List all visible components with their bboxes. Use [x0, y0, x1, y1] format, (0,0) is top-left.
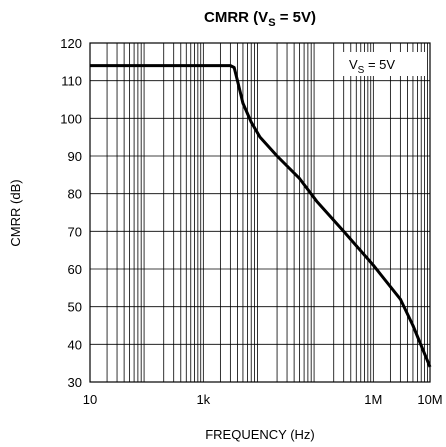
annotation-part: = 5V — [364, 57, 395, 72]
title-part: CMRR (V — [204, 9, 268, 26]
annotation-part: S — [358, 65, 365, 76]
y-tick-label: 40 — [68, 337, 82, 352]
y-tick-label: 120 — [60, 36, 82, 51]
y-tick-label: 50 — [68, 300, 82, 315]
x-tick-label: 1M — [364, 392, 382, 407]
title-part: = 5V) — [276, 9, 316, 26]
y-tick-label: 60 — [68, 262, 82, 277]
annotation: VS = 5V — [349, 57, 395, 76]
annotation-part: V — [349, 57, 358, 72]
title-part: S — [268, 17, 275, 29]
y-tick-label: 110 — [61, 74, 82, 89]
y-tick-label: 80 — [68, 187, 82, 202]
annotation-box — [343, 52, 425, 76]
y-tick-label: 100 — [60, 111, 82, 126]
y-tick-label: 30 — [68, 375, 82, 390]
data-line — [90, 64, 432, 368]
y-axis-label: CMRR (dB) — [8, 179, 23, 246]
y-tick-label: 70 — [68, 224, 82, 239]
plot-frame — [89, 42, 431, 383]
x-tick-label: 10 — [83, 392, 97, 407]
x-axis-label: FREQUENCY (Hz) — [205, 427, 315, 442]
chart-title: CMRR (VS = 5V) — [204, 9, 316, 29]
x-tick-label: 1k — [196, 392, 210, 407]
y-tick-label: 90 — [68, 149, 82, 164]
x-tick-label: 10M — [417, 392, 442, 407]
